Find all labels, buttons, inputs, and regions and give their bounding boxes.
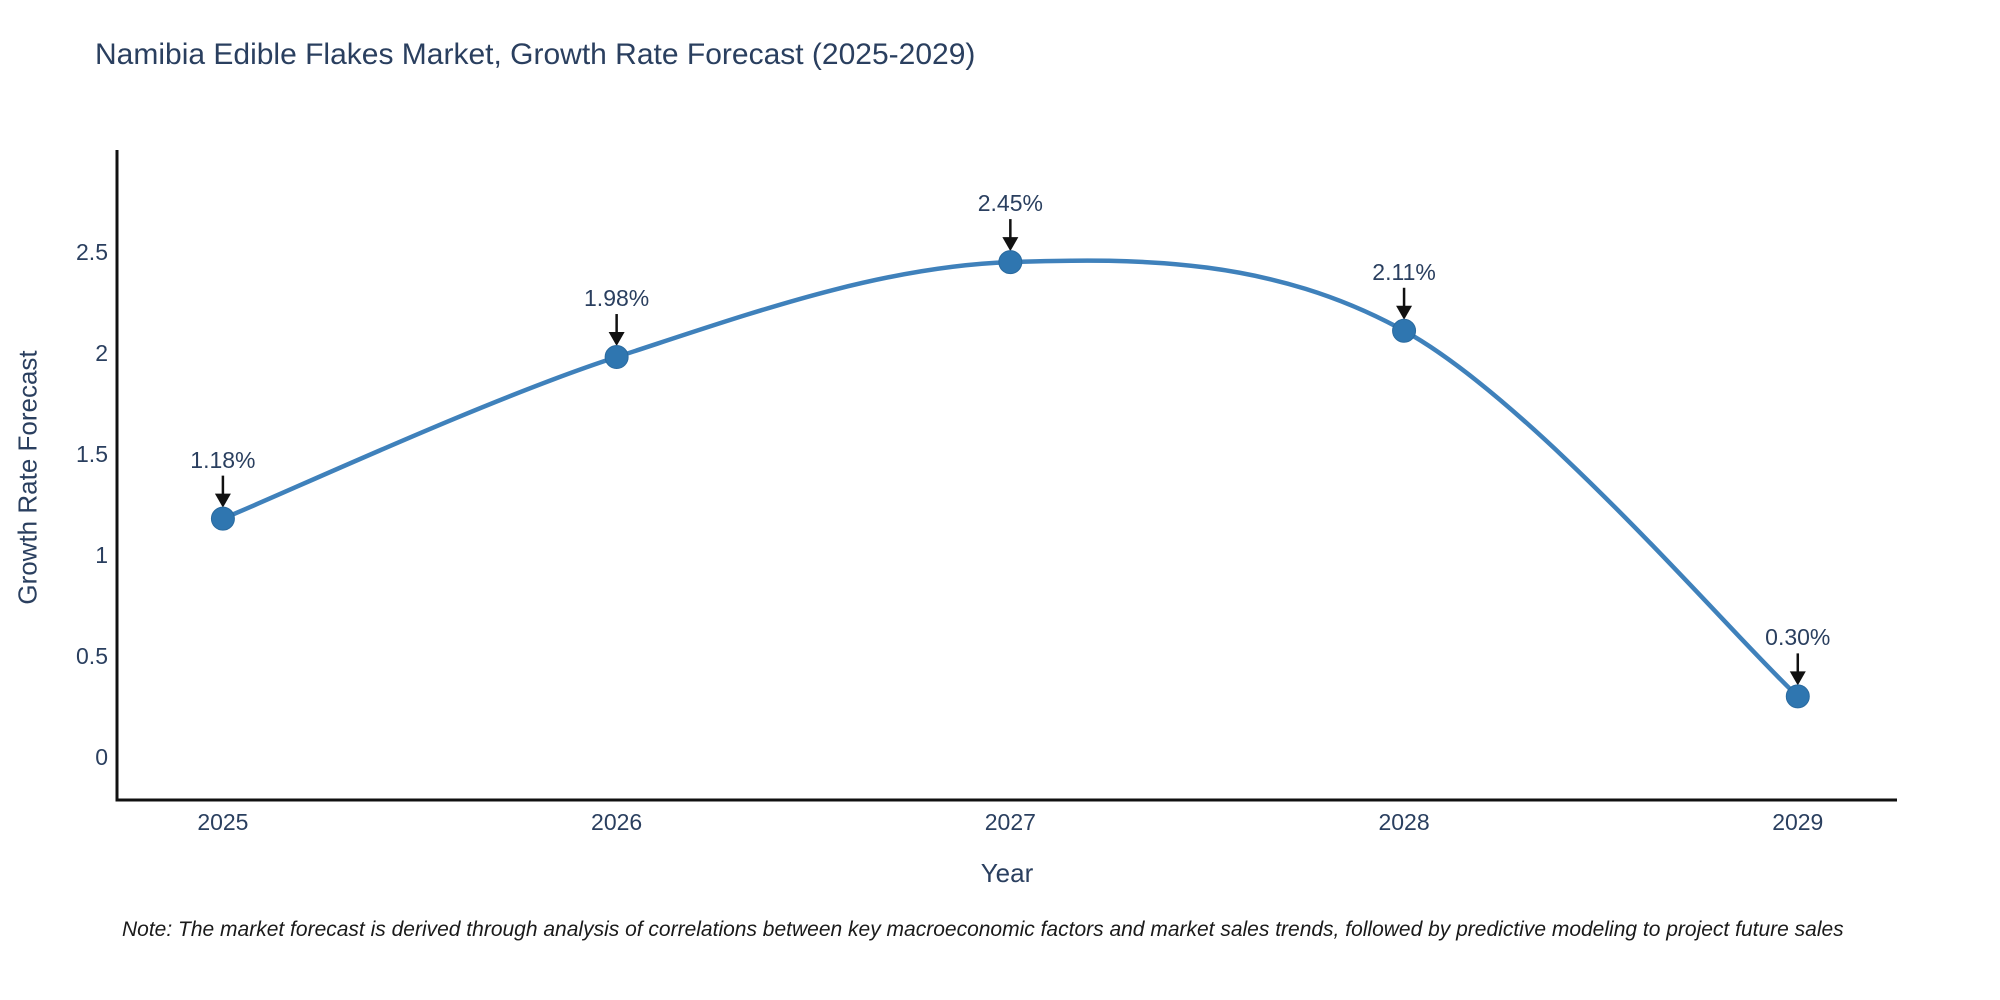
point-value-annotation: 2.45% bbox=[977, 190, 1043, 217]
annotation-arrow-head bbox=[1002, 237, 1019, 252]
annotation-arrow-head bbox=[1789, 671, 1806, 686]
x-tick-label: 2027 bbox=[984, 809, 1036, 835]
forecast-line-series bbox=[220, 258, 1801, 699]
y-tick-label: 1.5 bbox=[76, 440, 108, 467]
annotation-arrow-head bbox=[608, 332, 625, 347]
y-tick-label: 0 bbox=[95, 743, 108, 770]
annotation-arrow-head bbox=[1396, 305, 1413, 320]
point-value-annotation: 2.11% bbox=[1372, 258, 1436, 285]
x-axis-title: Year bbox=[980, 858, 1034, 888]
footnote: Note: The market forecast is derived thr… bbox=[122, 918, 1844, 941]
y-tick-label: 2 bbox=[95, 339, 108, 366]
y-tick-label: 0.5 bbox=[76, 642, 108, 669]
point-value-annotation: 0.30% bbox=[1765, 624, 1831, 651]
x-tick-label: 2028 bbox=[1378, 809, 1430, 835]
x-tick-label: 2025 bbox=[197, 809, 249, 835]
annotation-arrow-head bbox=[214, 493, 231, 508]
chart-title: Namibia Edible Flakes Market, Growth Rat… bbox=[95, 38, 976, 71]
data-point-marker[interactable] bbox=[1785, 684, 1810, 709]
data-point-marker[interactable] bbox=[1392, 318, 1417, 343]
y-tick-label: 2.5 bbox=[76, 239, 108, 265]
data-point-marker[interactable] bbox=[210, 506, 235, 531]
x-tick-label: 2026 bbox=[591, 809, 643, 835]
point-value-annotation: 1.98% bbox=[584, 285, 650, 312]
data-point-marker[interactable] bbox=[604, 345, 629, 370]
x-tick-label: 2029 bbox=[1772, 809, 1824, 835]
data-point-marker[interactable] bbox=[998, 250, 1023, 275]
point-value-annotation: 1.18% bbox=[190, 446, 256, 473]
y-tick-label: 1 bbox=[95, 541, 108, 568]
